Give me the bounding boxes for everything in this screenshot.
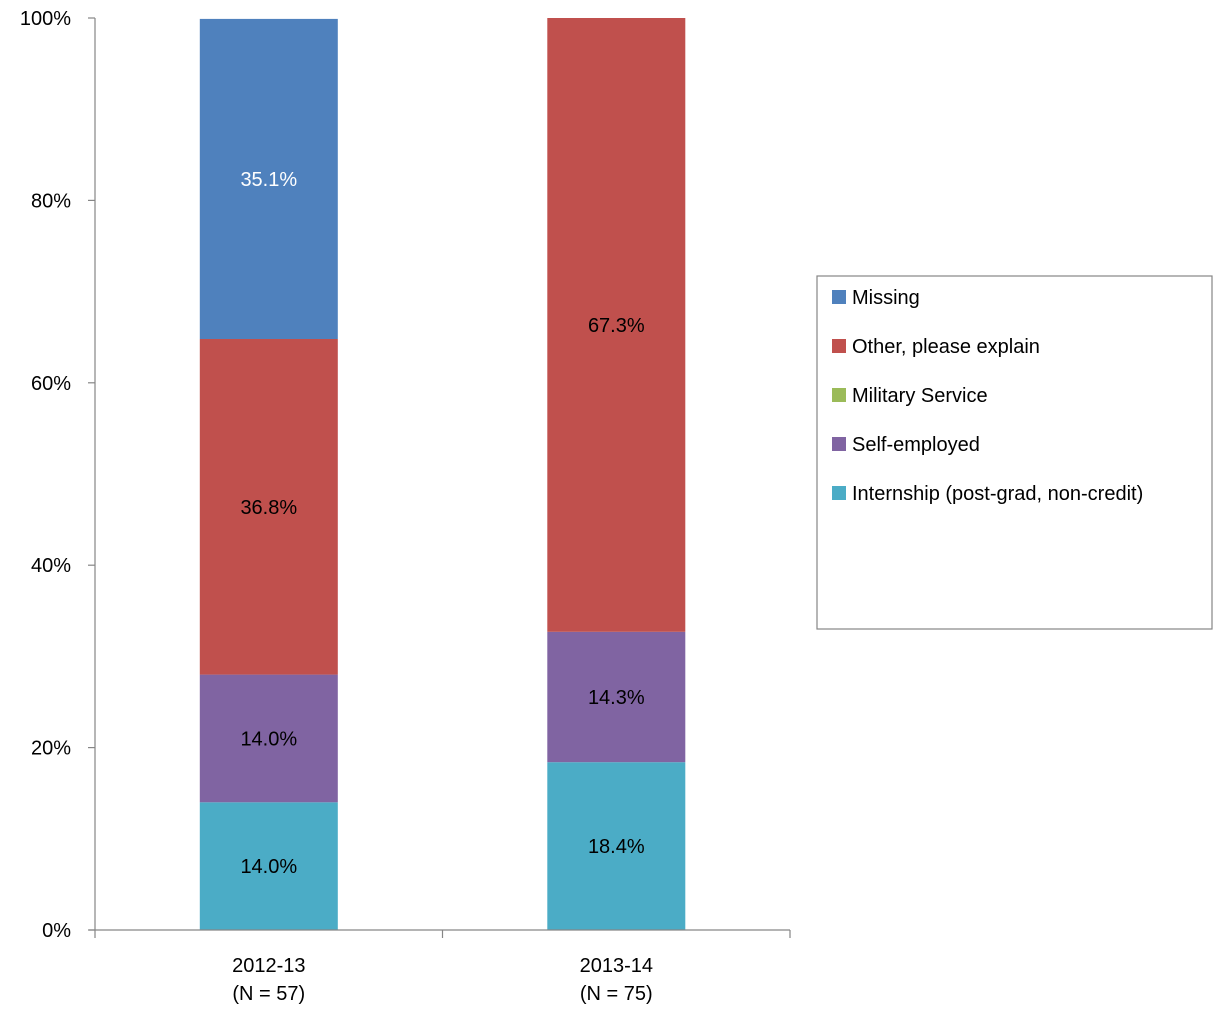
y-tick-label: 40% (31, 555, 71, 577)
legend-label: Other, please explain (852, 336, 1040, 358)
axes-layer: 0% 20% 40% 60% 80% 100% 2012-13 (N = 57) 2013-14… (20, 8, 791, 1005)
legend-swatch (832, 437, 846, 451)
legend-label: Self-employed (852, 434, 980, 456)
x-tick-sublabel: (N = 57) (232, 983, 305, 1005)
y-tick-label: 0% (42, 920, 71, 942)
y-tick-label: 60% (31, 373, 71, 395)
data-label: 67.3% (588, 315, 645, 337)
legend-swatch (832, 290, 846, 304)
bar-segment (199, 339, 338, 675)
bars-layer (199, 18, 686, 930)
legend-label: Missing (852, 287, 920, 309)
legend-swatch (832, 388, 846, 402)
y-tick-label: 20% (31, 738, 71, 760)
x-tick-label: 2013-14 (580, 955, 653, 977)
x-tick-sublabel: (N = 75) (580, 983, 653, 1005)
y-tick-label: 100% (20, 8, 71, 30)
x-tick-label: 2012-13 (232, 955, 305, 977)
data-label: 14.0% (240, 856, 297, 878)
data-label: 18.4% (588, 836, 645, 858)
data-label: 14.3% (588, 687, 645, 709)
bar-segment (199, 802, 338, 930)
bar-segment (199, 18, 338, 340)
legend-label: Internship (post-grad, non-credit) (852, 483, 1143, 505)
y-tick-label: 80% (31, 190, 71, 212)
legend-swatch (832, 486, 846, 500)
bar-segment (547, 18, 686, 632)
legend: Missing Other, please explain Military Ser… (816, 275, 1213, 630)
legend-label: Military Service (852, 385, 988, 407)
data-label: 14.0% (240, 729, 297, 751)
bar-segment (199, 674, 338, 803)
data-labels-layer: 14.0% 14.0% 36.8% 35.1% 18.4% 14.3% 67.3% (240, 169, 644, 878)
bar-segment (547, 631, 686, 763)
legend-box (816, 275, 1213, 630)
data-label: 36.8% (240, 497, 297, 519)
bar-segment (547, 762, 686, 930)
legend-swatch (832, 339, 846, 353)
data-label: 35.1% (240, 169, 297, 191)
